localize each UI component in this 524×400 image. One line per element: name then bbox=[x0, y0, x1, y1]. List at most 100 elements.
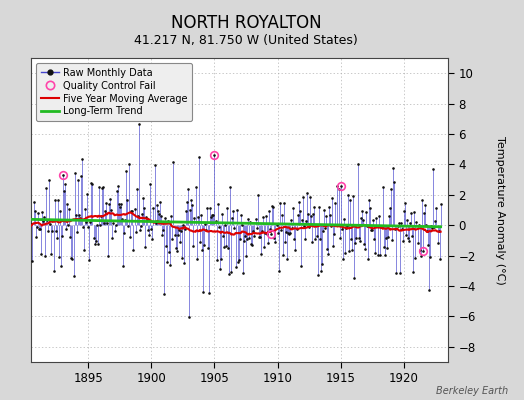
Point bbox=[184, 186, 192, 192]
Point bbox=[301, 236, 309, 242]
Point bbox=[92, 222, 101, 228]
Point bbox=[222, 243, 230, 250]
Point bbox=[322, 212, 330, 219]
Point bbox=[25, 238, 34, 244]
Point bbox=[367, 226, 375, 233]
Point bbox=[90, 241, 99, 248]
Point bbox=[304, 210, 312, 217]
Point bbox=[128, 208, 137, 214]
Point bbox=[39, 218, 47, 224]
Point bbox=[64, 222, 72, 228]
Point bbox=[193, 214, 202, 220]
Point bbox=[52, 235, 61, 242]
Point bbox=[224, 245, 232, 251]
Point bbox=[226, 184, 234, 190]
Point bbox=[285, 231, 293, 238]
Point bbox=[216, 256, 225, 262]
Point bbox=[104, 253, 113, 260]
Point bbox=[119, 263, 127, 270]
Point bbox=[300, 223, 308, 230]
Point bbox=[413, 240, 422, 246]
Point bbox=[190, 214, 199, 221]
Point bbox=[66, 234, 74, 240]
Point bbox=[275, 268, 283, 274]
Text: 41.217 N, 81.750 W (United States): 41.217 N, 81.750 W (United States) bbox=[134, 34, 358, 47]
Point bbox=[169, 159, 178, 165]
Point bbox=[392, 270, 401, 276]
Point bbox=[328, 195, 336, 201]
Point bbox=[423, 228, 431, 234]
Point bbox=[276, 200, 284, 206]
Point bbox=[40, 214, 48, 221]
Point bbox=[127, 208, 136, 214]
Point bbox=[389, 165, 398, 172]
Point bbox=[157, 213, 165, 219]
Point bbox=[311, 236, 320, 242]
Point bbox=[36, 226, 44, 232]
Point bbox=[430, 224, 439, 230]
Point bbox=[179, 222, 187, 228]
Point bbox=[274, 230, 282, 237]
Point bbox=[410, 209, 419, 215]
Point bbox=[306, 194, 314, 201]
Point bbox=[382, 235, 390, 242]
Point bbox=[265, 208, 274, 214]
Point bbox=[313, 272, 322, 279]
Point bbox=[239, 270, 247, 276]
Point bbox=[339, 256, 347, 262]
Point bbox=[357, 208, 366, 214]
Point bbox=[297, 262, 305, 269]
Point bbox=[431, 218, 440, 224]
Point bbox=[310, 204, 319, 210]
Point bbox=[255, 234, 263, 240]
Point bbox=[378, 224, 386, 230]
Point bbox=[309, 211, 318, 217]
Point bbox=[150, 162, 159, 168]
Point bbox=[411, 255, 420, 262]
Point bbox=[390, 179, 399, 186]
Point bbox=[363, 222, 371, 229]
Point bbox=[195, 239, 204, 245]
Point bbox=[71, 212, 80, 218]
Point bbox=[41, 252, 49, 259]
Point bbox=[364, 256, 372, 263]
Point bbox=[361, 246, 369, 252]
Point bbox=[180, 260, 188, 266]
Point bbox=[383, 245, 391, 252]
Point bbox=[61, 181, 69, 187]
Point bbox=[320, 206, 328, 213]
Point bbox=[32, 224, 41, 230]
Point bbox=[347, 236, 355, 242]
Point bbox=[436, 200, 445, 207]
Point bbox=[217, 211, 226, 218]
Point bbox=[170, 232, 179, 238]
Point bbox=[362, 209, 370, 215]
Point bbox=[196, 212, 205, 218]
Point bbox=[365, 196, 373, 203]
Point bbox=[416, 246, 424, 253]
Point bbox=[277, 227, 285, 233]
Point bbox=[50, 197, 59, 204]
Point bbox=[269, 204, 278, 210]
Point bbox=[278, 211, 286, 218]
Point bbox=[47, 250, 56, 257]
Point bbox=[346, 197, 354, 203]
Point bbox=[164, 218, 172, 224]
Point bbox=[129, 247, 138, 253]
Point bbox=[325, 204, 333, 210]
Point bbox=[291, 247, 300, 253]
Point bbox=[161, 215, 169, 222]
Point bbox=[22, 231, 30, 237]
Point bbox=[213, 200, 222, 207]
Point bbox=[183, 199, 191, 206]
Point bbox=[118, 216, 126, 222]
Point bbox=[368, 227, 376, 233]
Point bbox=[59, 172, 67, 178]
Point bbox=[56, 208, 64, 214]
Point bbox=[205, 290, 213, 296]
Point bbox=[307, 213, 315, 220]
Point bbox=[343, 223, 351, 230]
Point bbox=[318, 260, 326, 267]
Point bbox=[229, 208, 237, 214]
Point bbox=[406, 220, 414, 226]
